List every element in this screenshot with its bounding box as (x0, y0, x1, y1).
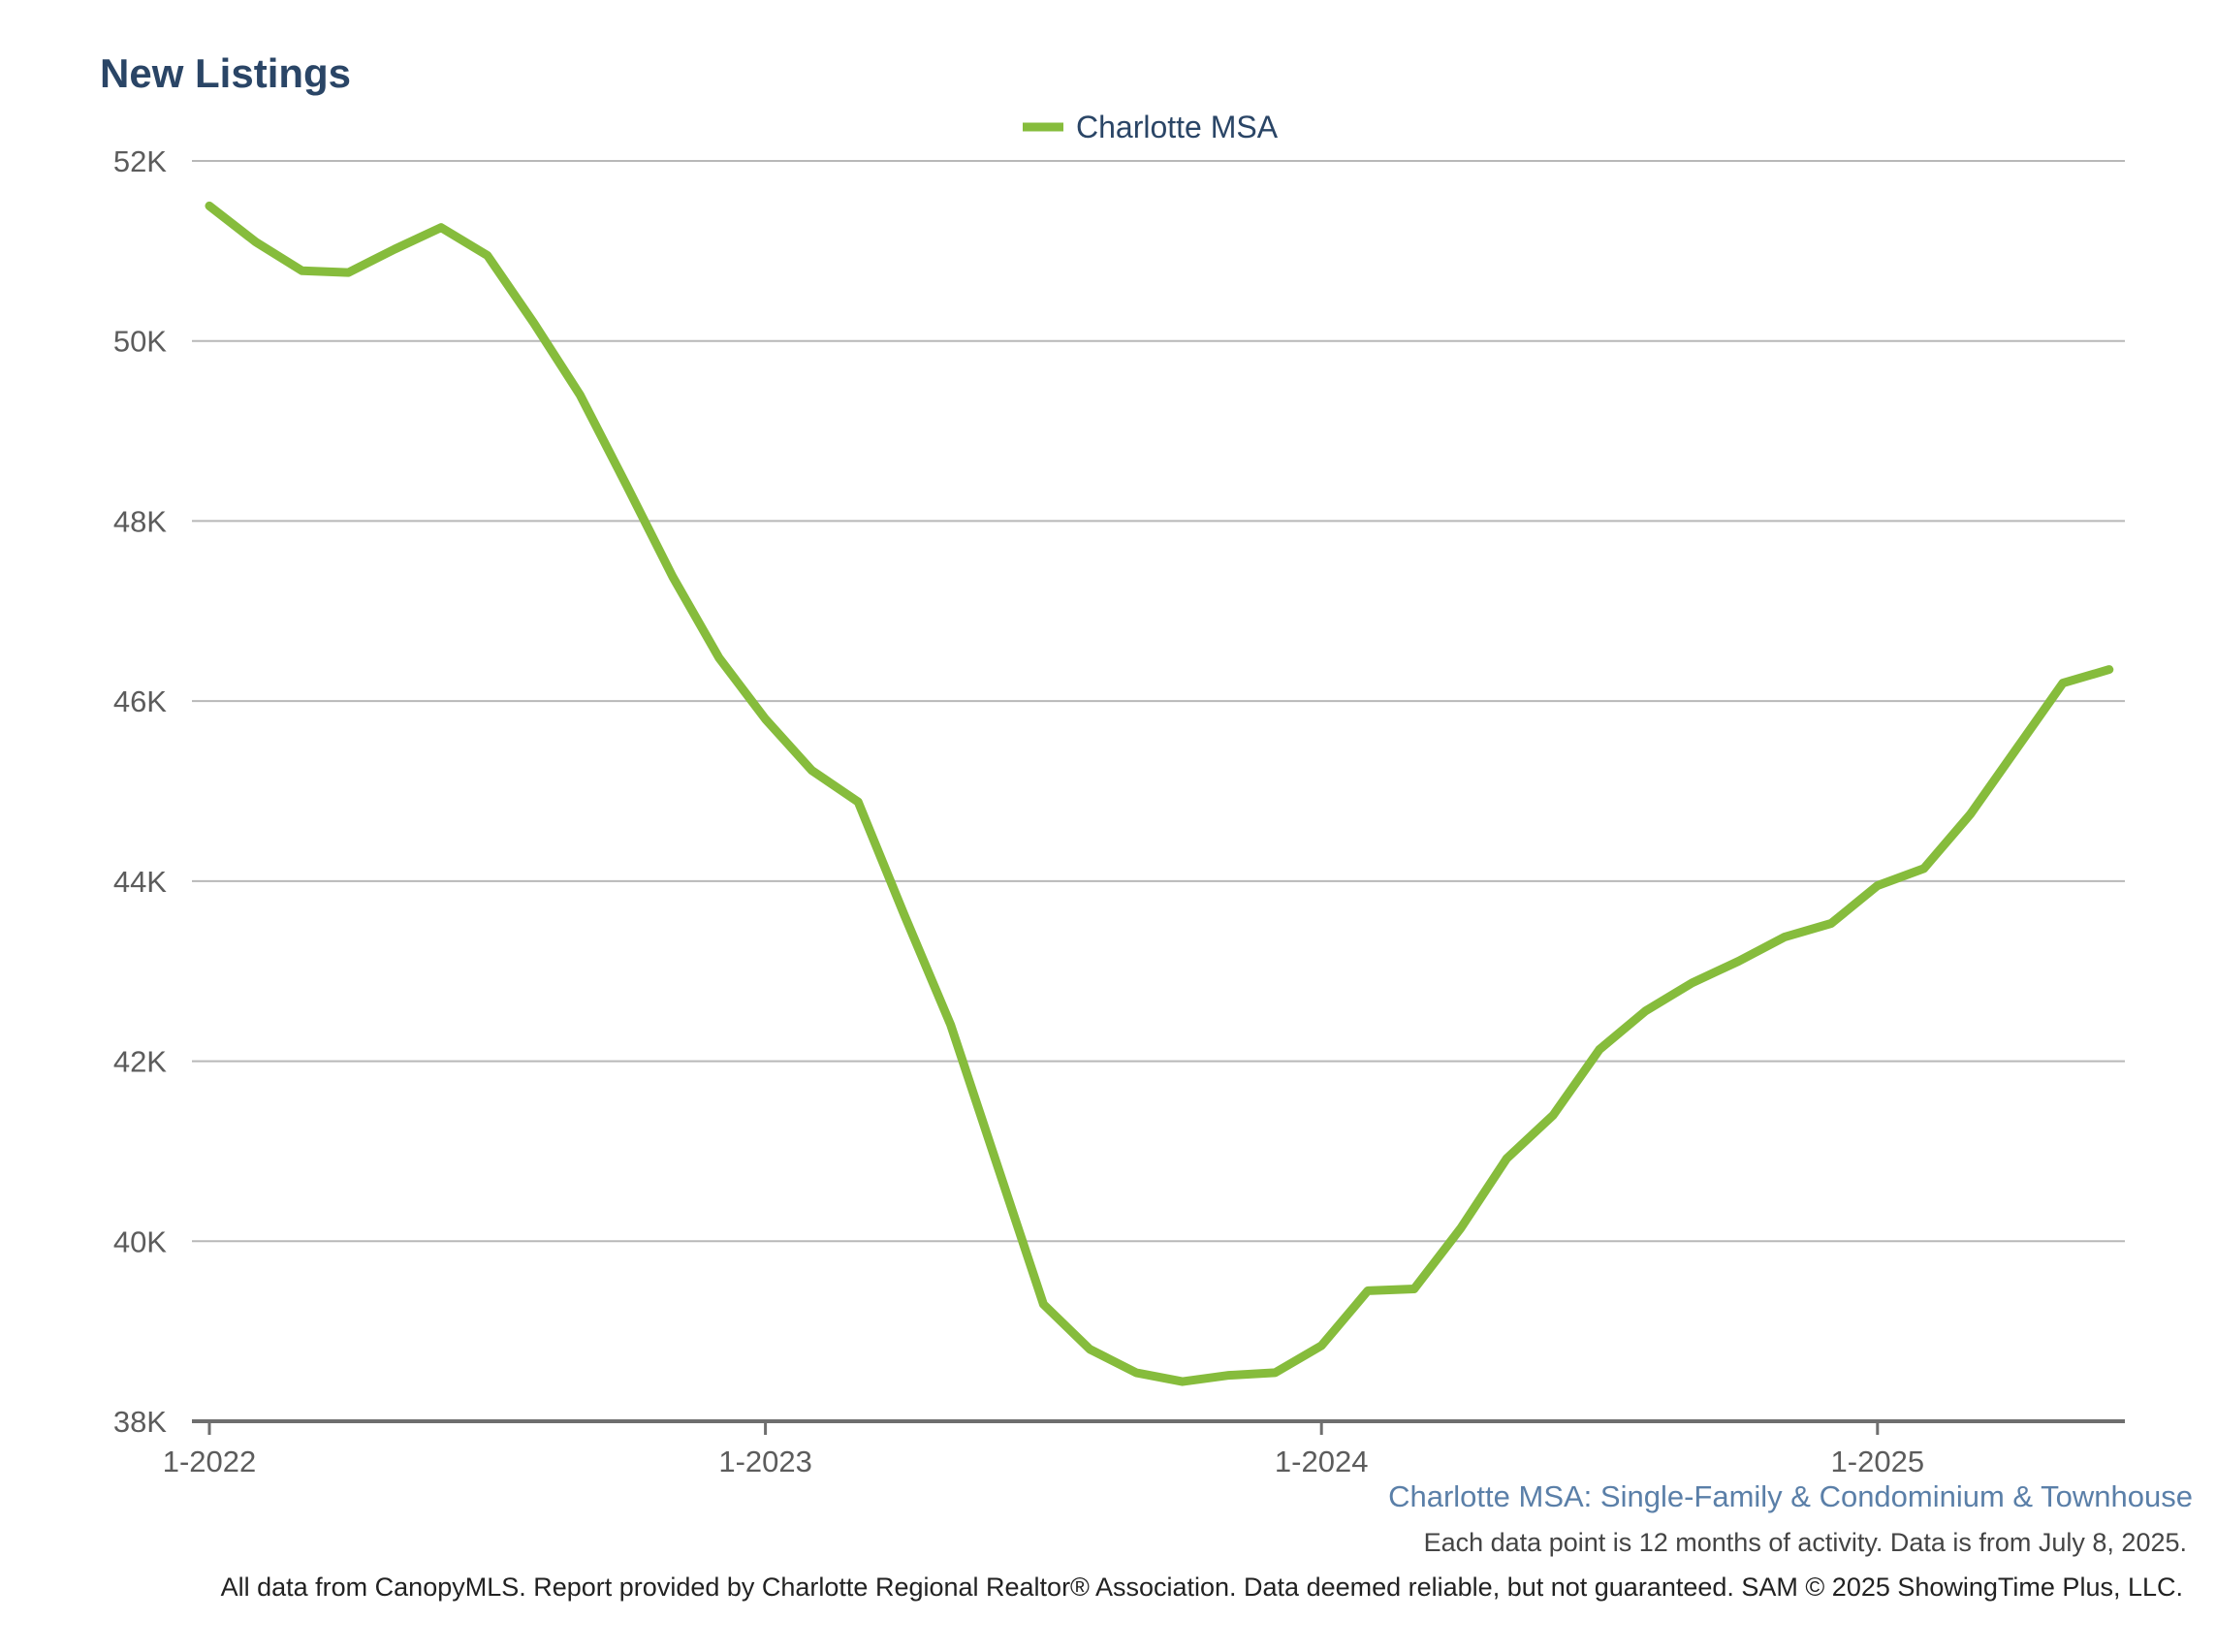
series-line-charlotte-msa (205, 201, 2114, 1386)
y-tick-label: 52K (113, 144, 167, 178)
y-tick-label: 50K (113, 325, 167, 359)
y-tick-label: 40K (113, 1224, 167, 1258)
x-axis: 1-2022 1-2023 1-2024 1-2025 (163, 1419, 2125, 1478)
y-tick-label: 44K (113, 865, 167, 899)
y-tick-label: 48K (113, 504, 167, 538)
x-tick-label: 1-2025 (1831, 1445, 1925, 1478)
y-tick-label: 42K (113, 1045, 167, 1079)
y-tick-label: 46K (113, 684, 167, 718)
x-tick-label: 1-2023 (718, 1445, 812, 1478)
footer-disclaimer: All data from CanopyMLS. Report provided… (220, 1573, 2183, 1602)
y-tick-label: 38K (113, 1405, 167, 1439)
chart-subtitle: Charlotte MSA: Single-Family & Condomini… (1388, 1479, 2193, 1513)
x-tick-label: 1-2024 (1275, 1445, 1369, 1478)
legend: Charlotte MSA (1023, 110, 1279, 144)
data-note: Each data point is 12 months of activity… (1423, 1528, 2187, 1557)
chart-title: New Listings (100, 50, 352, 96)
series-lines (205, 201, 2114, 1386)
gridlines (192, 160, 2125, 1243)
x-tick-label: 1-2022 (163, 1445, 257, 1478)
legend-label: Charlotte MSA (1076, 110, 1279, 144)
y-axis-ticks: 38K 40K 42K 44K 46K 48K 50K 52K (113, 144, 167, 1439)
